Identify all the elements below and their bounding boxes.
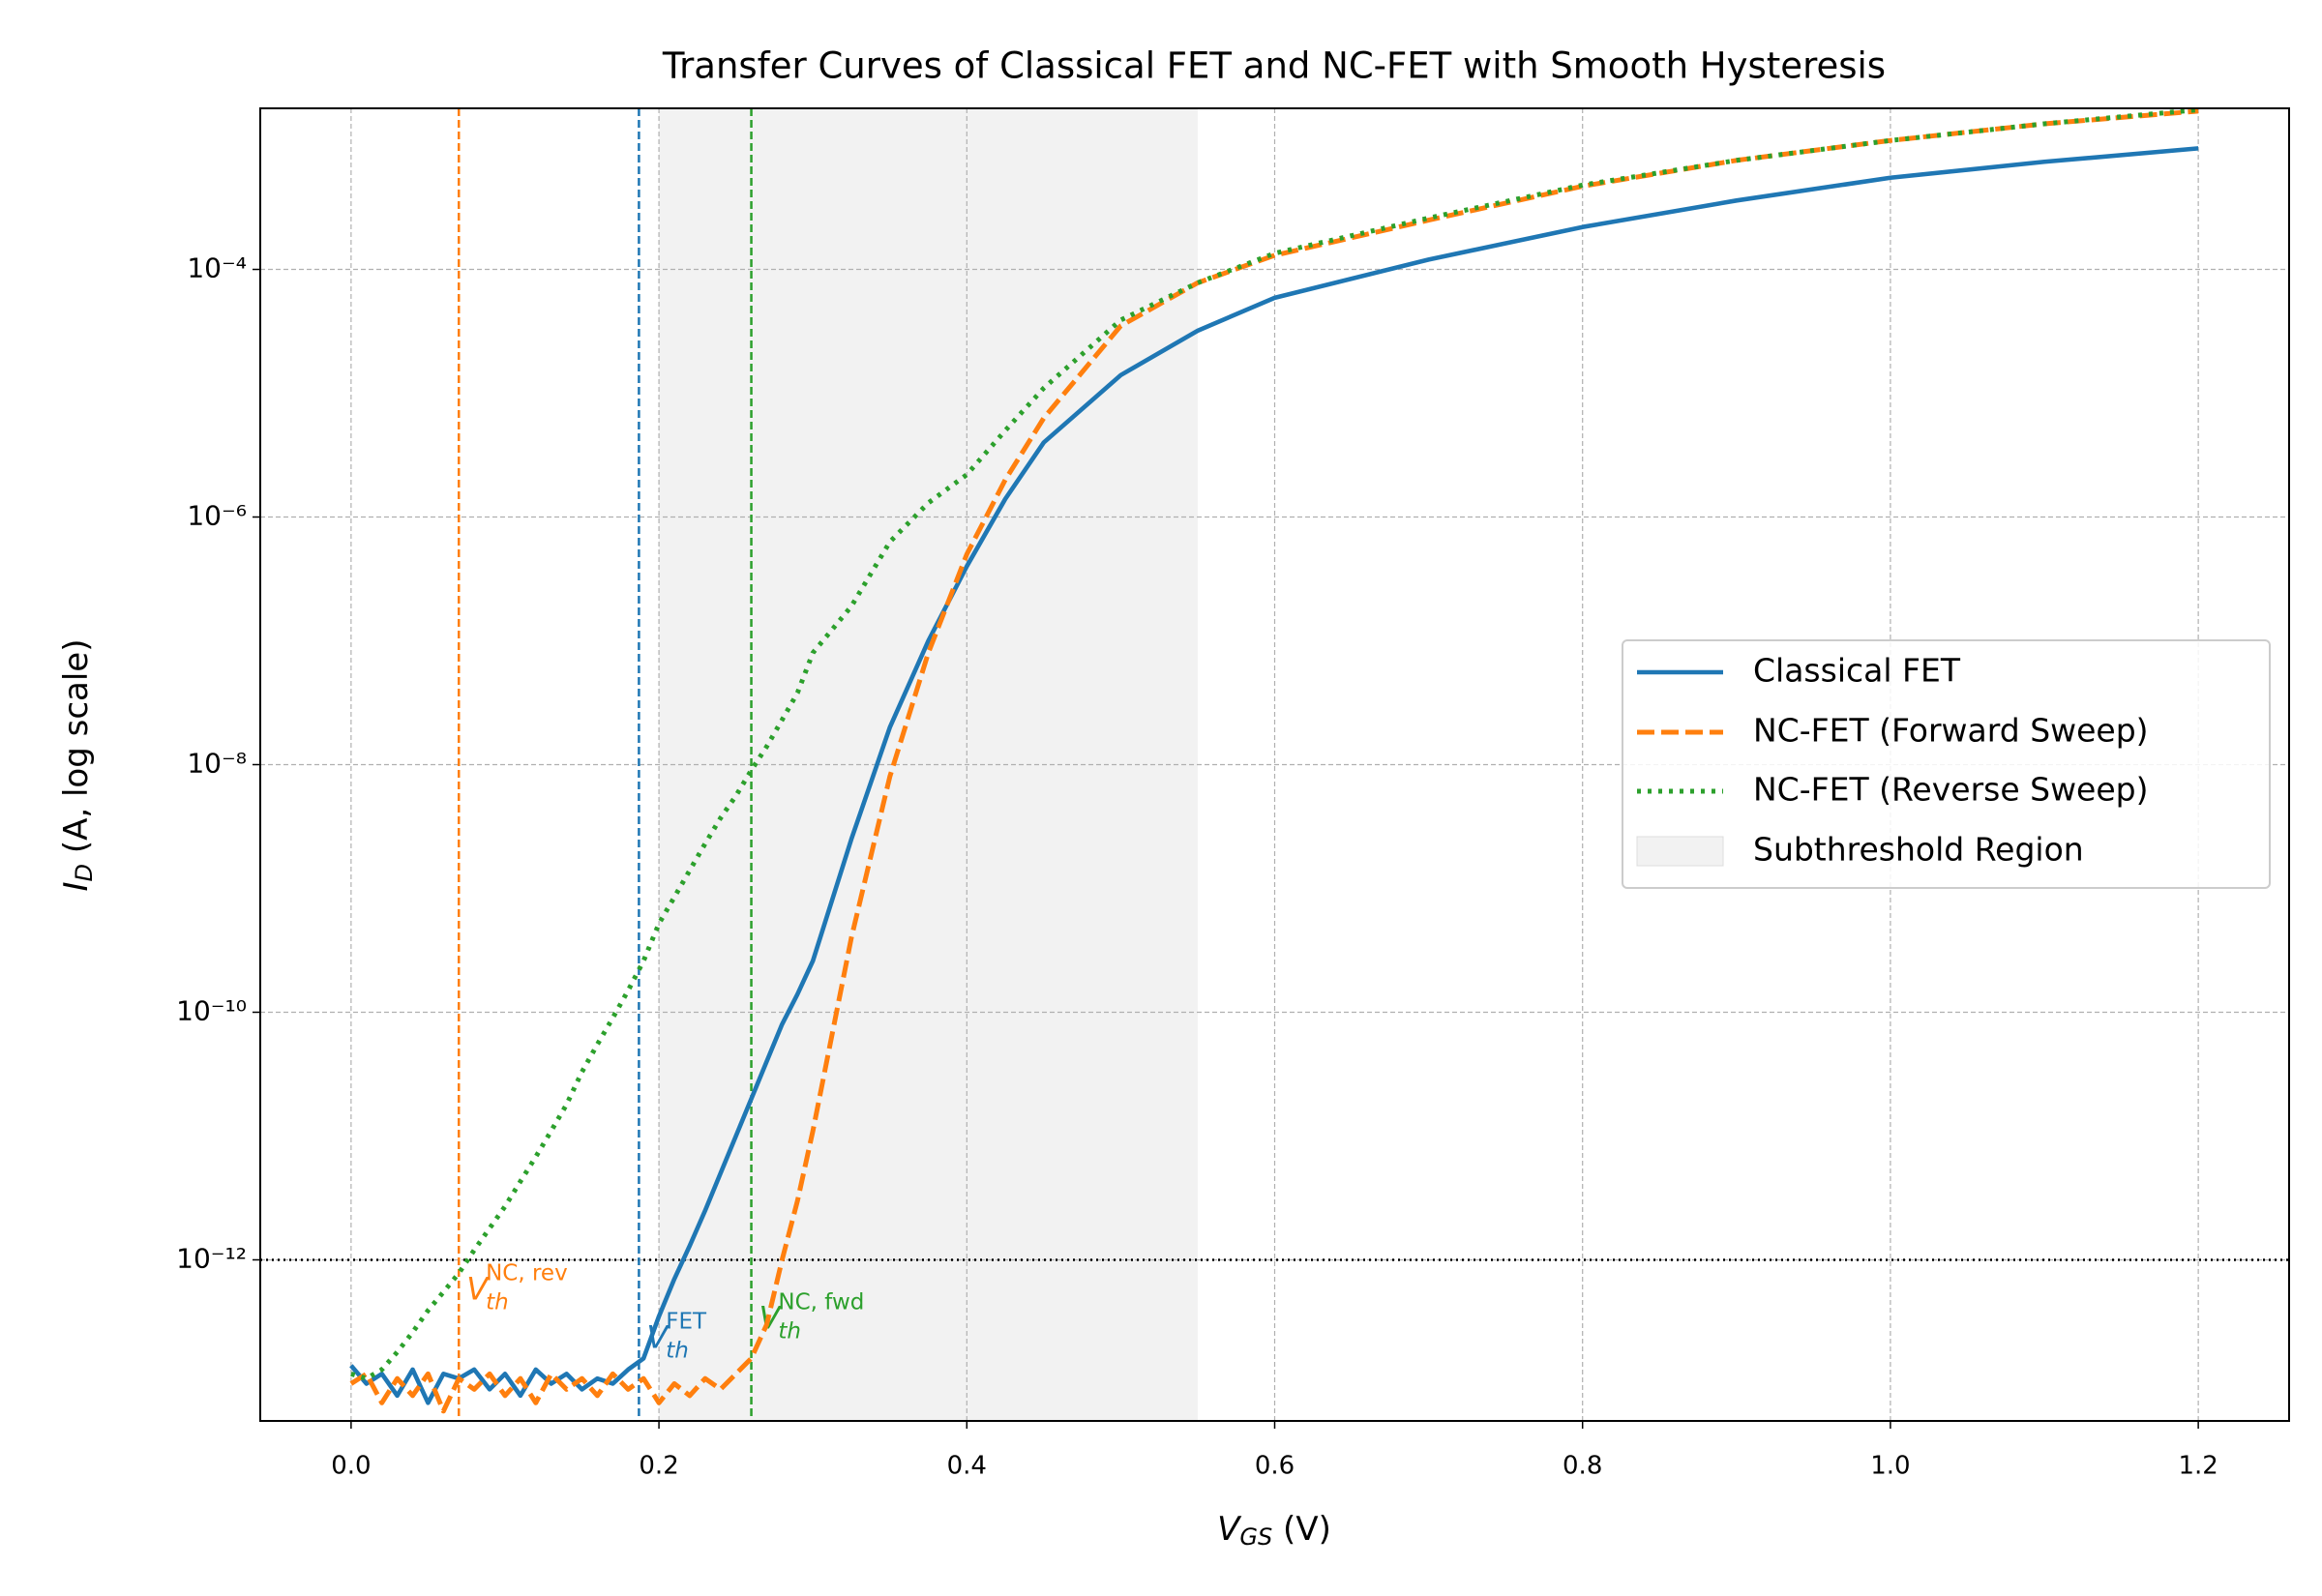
chart-title: Transfer Curves of Classical FET and NC-… xyxy=(662,45,1886,87)
y-tick-label: 10⁻⁸ xyxy=(187,748,247,780)
x-tick-label: 0.6 xyxy=(1255,1452,1295,1481)
x-label-rest: (V) xyxy=(1272,1510,1331,1549)
threshold-label: Vth NC, rev xyxy=(466,1260,567,1315)
x-tick-label: 0.0 xyxy=(331,1452,371,1481)
threshold-label-main: V xyxy=(466,1270,490,1307)
threshold-label: VthFET xyxy=(646,1309,707,1363)
threshold-label-sup: NC, rev xyxy=(486,1260,568,1286)
legend-label: Subthreshold Region xyxy=(1753,831,2084,869)
x-tick-label: 0.8 xyxy=(1563,1452,1602,1481)
legend-swatch xyxy=(1636,836,1724,867)
plot-frame xyxy=(259,107,2290,1422)
threshold-label-sub: th xyxy=(778,1318,801,1344)
threshold-label-sup: NC, fwd xyxy=(778,1289,864,1315)
y-axis-label: ID (A, log scale) xyxy=(57,639,99,892)
y-tick-label: 10⁻¹² xyxy=(176,1242,247,1274)
x-label-main: V xyxy=(1217,1510,1242,1549)
y-tick-label: 10⁻¹⁰ xyxy=(176,994,247,1026)
threshold-label-sup: FET xyxy=(666,1309,707,1334)
y-tick-label: 10⁻⁴ xyxy=(187,252,247,284)
y-label-rest: (A, log scale) xyxy=(57,639,96,864)
legend-label: Classical FET xyxy=(1753,652,1961,690)
y-label-sub: D xyxy=(71,864,98,881)
threshold-label-sub: th xyxy=(666,1338,689,1363)
series-line xyxy=(349,108,2199,1414)
x-axis-label: VGS (V) xyxy=(1217,1510,1331,1552)
threshold-label-sub: th xyxy=(486,1289,509,1315)
legend-box xyxy=(1622,639,2271,889)
legend-label: NC-FET (Reverse Sweep) xyxy=(1753,771,2149,809)
y-tick-label: 10⁻⁶ xyxy=(187,500,247,532)
x-tick-label: 1.2 xyxy=(2178,1452,2218,1481)
legend-label: NC-FET (Forward Sweep) xyxy=(1753,712,2149,750)
series-line xyxy=(350,108,2199,1381)
series-line xyxy=(349,146,2199,1405)
y-label-main: I xyxy=(57,881,96,891)
x-label-sub: GS xyxy=(1239,1523,1272,1551)
x-tick-label: 0.4 xyxy=(947,1452,987,1481)
x-tick-label: 0.2 xyxy=(639,1452,678,1481)
x-tick-label: 1.0 xyxy=(1870,1452,1910,1481)
